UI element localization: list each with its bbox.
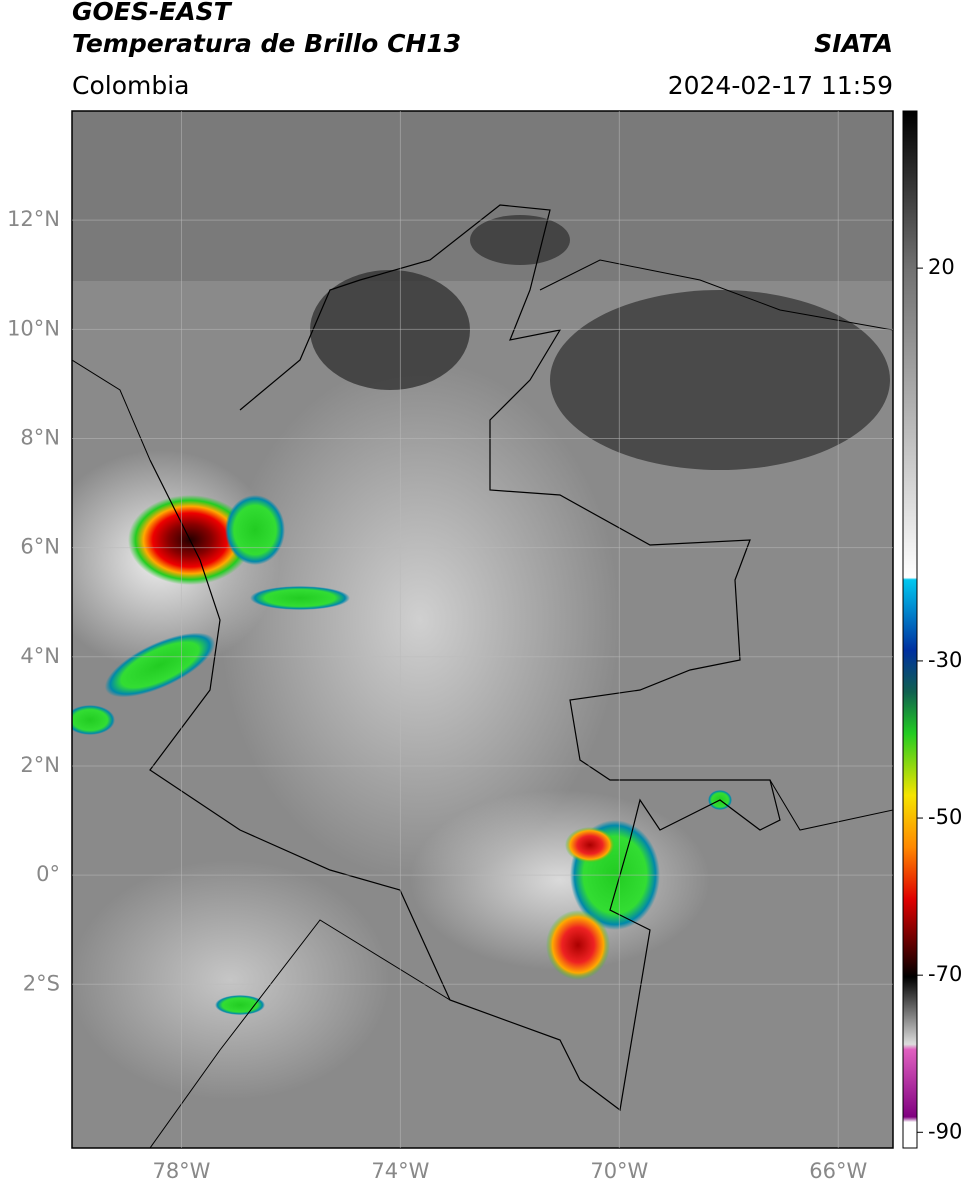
colorbar-tick-label: -30 (928, 648, 962, 672)
lat-tick-label: 8°N (20, 425, 60, 449)
lat-tick-label: 2°S (23, 971, 60, 995)
lat-tick-label: 12°N (7, 207, 60, 231)
lat-tick-label: 0° (36, 862, 60, 886)
lon-tick-label: 78°W (152, 1159, 210, 1183)
source: SIATA (814, 29, 893, 58)
subtitle: Temperatura de Brillo CH13 (72, 29, 461, 58)
lon-tick-label: 66°W (809, 1159, 867, 1183)
lat-tick-label: 2°N (20, 753, 60, 777)
lon-tick-label: 70°W (590, 1159, 648, 1183)
colorbar (902, 110, 918, 1149)
lat-tick-label: 10°N (7, 316, 60, 340)
region: Colombia (72, 71, 189, 100)
colorbar-tick-label: -90 (928, 1119, 962, 1143)
lat-tick-label: 6°N (20, 535, 60, 559)
lat-tick-label: 4°N (20, 644, 60, 668)
lon-tick-label: 74°W (371, 1159, 429, 1183)
map-frame (71, 110, 894, 1149)
colorbar-tick-label: -50 (928, 805, 962, 829)
colorbar-tick-label: 20 (928, 255, 955, 279)
datetime: 2024-02-17 11:59 (668, 71, 893, 100)
title: GOES-EAST (72, 0, 233, 26)
map-image (72, 111, 893, 1148)
colorbar-tick-label: -70 (928, 962, 962, 986)
